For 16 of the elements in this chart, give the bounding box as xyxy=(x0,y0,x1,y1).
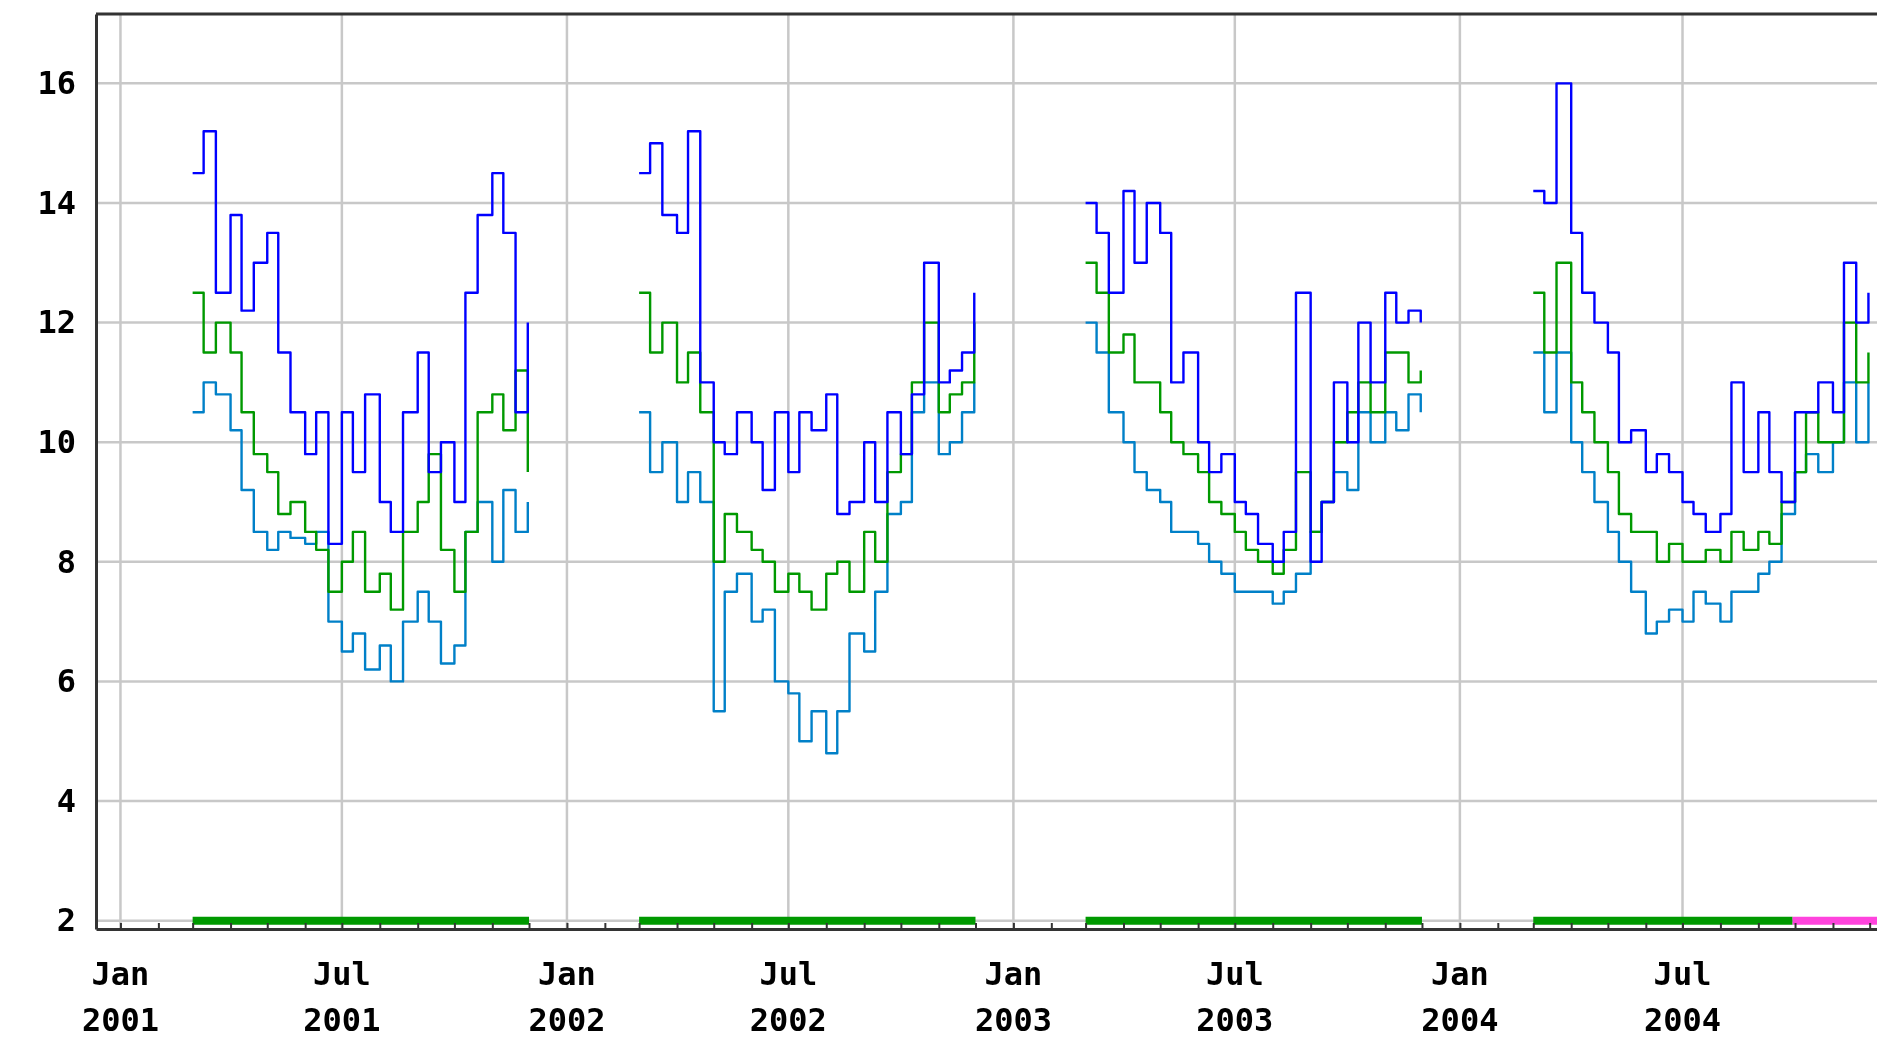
y-tick-label: 10 xyxy=(37,422,76,461)
x-tick-label: Jan 2002 xyxy=(528,955,606,1039)
x-tick-label: Jan 2004 xyxy=(1421,955,1499,1039)
x-tick-label: Jan 2001 xyxy=(81,955,159,1039)
y-tick-label: 8 xyxy=(56,542,76,581)
x-tick-label: Jan 2003 xyxy=(974,955,1052,1039)
y-tick-label: 6 xyxy=(56,662,76,701)
y-tick-label: 2 xyxy=(56,901,76,940)
x-tick-label: Jul 2002 xyxy=(749,955,827,1039)
y-tick-label: 12 xyxy=(37,303,76,342)
y-tick-label: 14 xyxy=(37,183,76,222)
y-tick-label: 4 xyxy=(56,781,76,820)
x-tick-label: Jul 2001 xyxy=(303,955,381,1039)
x-tick-label: Jul 2003 xyxy=(1196,955,1274,1039)
y-tick-label: 16 xyxy=(37,64,76,103)
x-tick-label: Jul 2004 xyxy=(1643,955,1722,1039)
